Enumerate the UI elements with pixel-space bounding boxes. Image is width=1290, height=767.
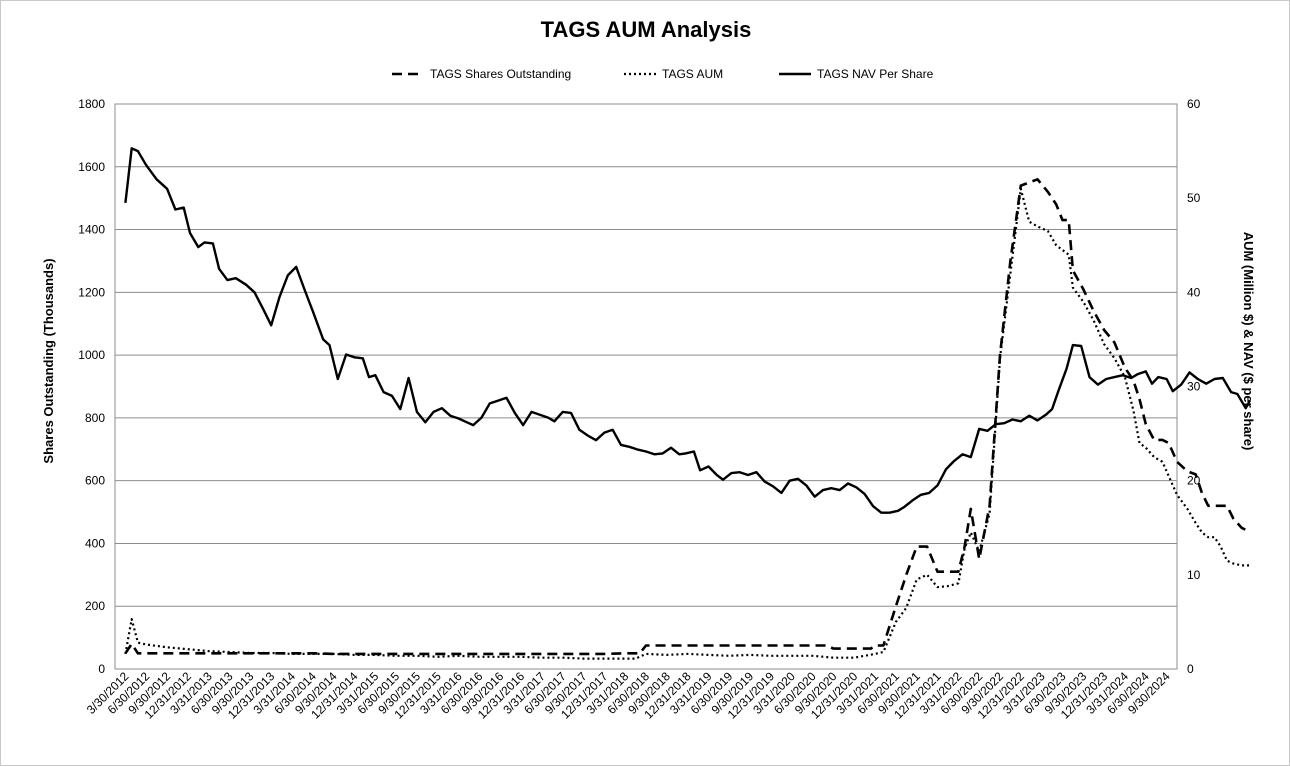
y-left-tick-label: 1000 <box>78 348 105 362</box>
legend: TAGS Shares Outstanding TAGS AUM TAGS NAV … <box>392 67 934 81</box>
y-left-tick-label: 800 <box>85 411 105 425</box>
series-layer <box>124 147 1251 660</box>
legend-label: TAGS NAV Per Share <box>817 67 934 81</box>
y-left-tick-label: 1800 <box>78 97 105 111</box>
y-left-tick-label: 600 <box>85 474 105 488</box>
y-right-tick-label: 50 <box>1187 191 1201 205</box>
y-right-tick-label: 30 <box>1187 380 1201 394</box>
plot-area-border <box>114 103 1178 670</box>
y-right-tick-label: 10 <box>1187 568 1201 582</box>
axes: 0200400600800100012001400160018000102030… <box>78 97 1200 722</box>
y-left-tick-label: 1400 <box>78 223 105 237</box>
chart-title: TAGS AUM Analysis <box>541 17 752 42</box>
left-axis-title: Shares Outstanding (Thousands) <box>41 258 56 463</box>
series-line-dashed <box>124 178 1251 656</box>
series-line-dotted <box>124 187 1250 660</box>
y-left-tick-label: 1200 <box>78 285 105 299</box>
legend-label: TAGS Shares Outstanding <box>430 67 571 81</box>
y-left-tick-label: 0 <box>98 662 105 676</box>
series-line-solid <box>124 147 1251 514</box>
right-axis-title: AUM (Million $) & NAV ($ per share) <box>1241 232 1256 451</box>
y-left-tick-label: 200 <box>85 599 105 613</box>
legend-label: TAGS AUM <box>662 67 723 81</box>
y-right-tick-label: 0 <box>1187 662 1194 676</box>
y-right-tick-label: 40 <box>1187 285 1201 299</box>
gridlines <box>115 103 1177 670</box>
y-right-tick-label: 60 <box>1187 97 1201 111</box>
y-left-tick-label: 400 <box>85 536 105 550</box>
y-left-tick-label: 1600 <box>78 160 105 174</box>
